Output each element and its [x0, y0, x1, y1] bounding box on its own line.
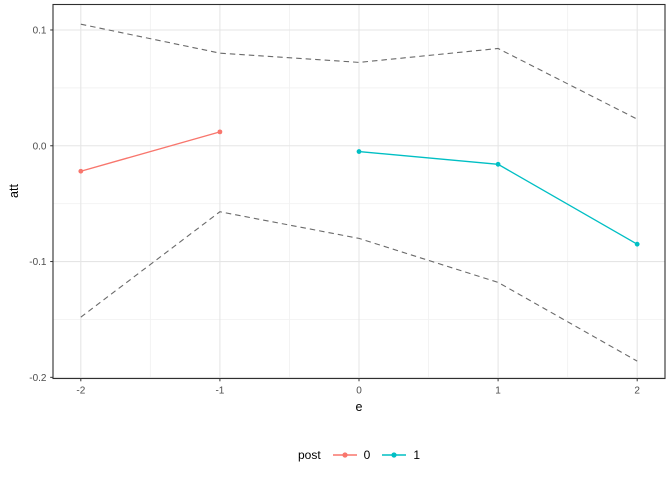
y-axis-title: att — [7, 184, 21, 198]
x-axis-title: e — [355, 400, 363, 414]
data-point — [78, 168, 84, 174]
series-post-1 — [356, 149, 640, 247]
legend-entry-post-1: 1 — [381, 448, 420, 462]
x-tick-label: -1 — [215, 386, 224, 397]
plot-area: -2 -1 0 1 2 0.1 0.0 -0.1 -0.2 — [29, 3, 666, 397]
legend-key-line-dot-icon — [382, 452, 407, 458]
series-post-0 — [78, 129, 223, 174]
x-tick-label: 1 — [495, 386, 501, 397]
data-point — [495, 161, 501, 167]
legend-entry-label: 0 — [363, 448, 371, 462]
legend-entry-label: 1 — [413, 448, 421, 462]
y-tick-label: 0.1 — [33, 25, 47, 36]
legend-title: post — [297, 448, 321, 462]
axis-tick-labels: -2 -1 0 1 2 0.1 0.0 -0.1 -0.2 — [29, 25, 640, 396]
y-tick-label: -0.2 — [29, 373, 47, 384]
y-tick-label: -0.1 — [29, 257, 47, 268]
x-tick-label: 0 — [356, 386, 362, 397]
y-tick-label: 0.0 — [33, 141, 47, 152]
grid-major — [53, 4, 665, 379]
legend: post 0 1 — [53, 444, 665, 466]
axis-tick-marks — [50, 29, 638, 382]
data-point — [634, 241, 640, 247]
legend-entry-post-0: 0 — [332, 448, 371, 462]
x-tick-label: -2 — [76, 386, 85, 397]
data-point — [356, 149, 362, 154]
series-conf-band-lower — [80, 211, 638, 362]
legend-key-line-dot-icon — [332, 452, 357, 458]
x-tick-label: 2 — [634, 386, 640, 397]
data-point — [217, 129, 223, 135]
